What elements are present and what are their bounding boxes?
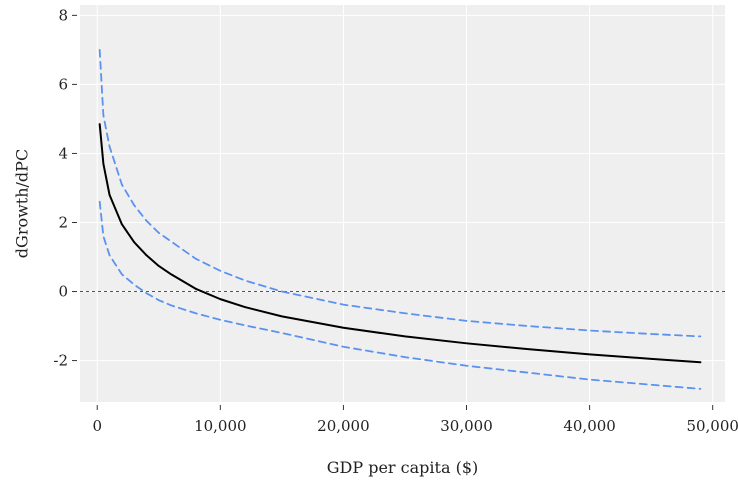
x-tick-label: 10,000 xyxy=(194,417,247,435)
plot-background xyxy=(80,5,725,402)
y-tick-label: 2 xyxy=(58,213,68,231)
x-tick-label: 20,000 xyxy=(317,417,370,435)
y-axis-title: dGrowth/dPC xyxy=(13,149,32,258)
y-tick-label: -2 xyxy=(53,352,68,370)
y-tick-label: 0 xyxy=(58,283,68,301)
x-axis-title: GDP per capita ($) xyxy=(327,458,478,477)
estimate-line xyxy=(98,123,702,364)
x-axis: 0 10,000 20,000 30,000 40,000 50,000 xyxy=(92,405,738,435)
y-tick-label: 4 xyxy=(58,144,68,162)
y-tick-label: 6 xyxy=(58,75,68,93)
x-tick-label: 30,000 xyxy=(440,417,493,435)
upper-bound-line xyxy=(98,48,702,338)
x-tick-label: 50,000 xyxy=(686,417,738,435)
x-tick-label: 0 xyxy=(92,417,102,435)
y-tick-label: 8 xyxy=(58,6,68,24)
grid-lines xyxy=(80,5,725,402)
y-axis: -2 0 2 4 6 8 xyxy=(53,6,77,370)
x-tick-label: 40,000 xyxy=(563,417,616,435)
series-lines xyxy=(98,48,702,390)
lower-bound-line xyxy=(98,200,702,390)
